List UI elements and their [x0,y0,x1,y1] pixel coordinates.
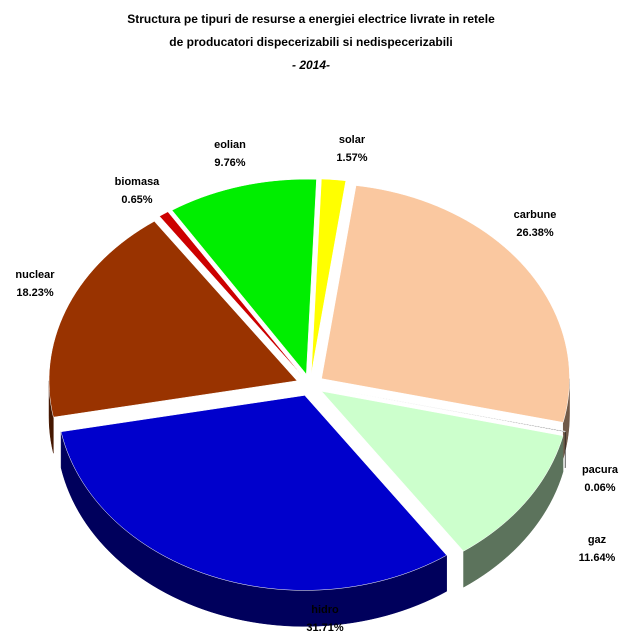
slice-value-label: 11.64% [579,552,616,564]
pie-slice [320,390,564,552]
chart-subtitle: - 2014- [292,58,330,72]
chart-title: Structura pe tipuri de resurse a energie… [127,12,495,26]
slice-value-label: 26.38% [516,227,554,239]
slice-value-label: 31.71% [306,622,344,634]
slice-value-label: 9.76% [214,157,245,169]
slice-label: eolian [214,139,246,151]
slice-value-label: 0.06% [584,482,615,494]
pie-labels: carbune 26.38% pacura 0.06% gaz 11.64% hidro 31… [15,134,618,634]
chart-title: de producatori dispecerizabili si nedisp… [169,35,452,49]
slice-label: biomasa [115,176,161,188]
pie-slice [311,178,347,374]
slice-value-label: 1.57% [336,152,367,164]
slice-label: gaz [588,534,607,546]
slice-label: pacura [582,464,619,476]
pie-slice [60,395,448,591]
slice-value-label: 18.23% [16,287,54,299]
slice-label: carbune [514,209,557,221]
pie-slice [48,220,298,418]
pie-slice [321,185,570,423]
pie-slice [159,211,303,376]
slice-label: hidro [311,604,339,616]
slice-label: nuclear [15,269,55,281]
slice-label: solar [339,134,366,146]
pie-slice [171,178,317,375]
pie-slice [323,387,566,433]
pie-slices [48,178,570,591]
slice-value-label: 0.65% [121,194,152,206]
